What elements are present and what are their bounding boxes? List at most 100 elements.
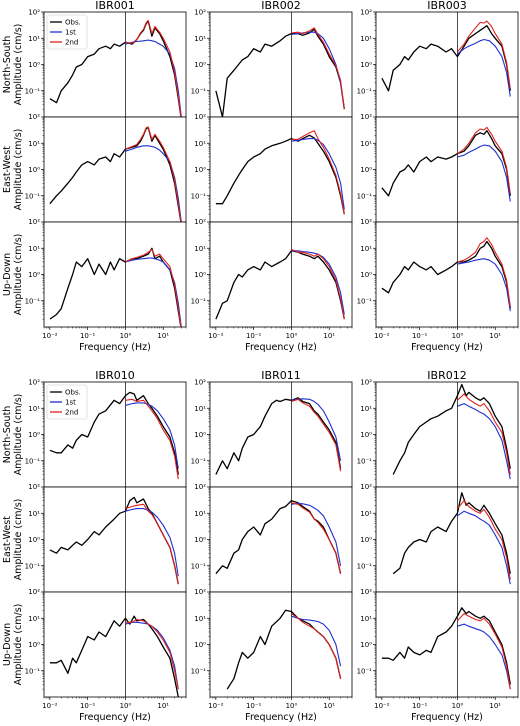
station-title-ibr012: IBR012 [427, 369, 466, 382]
panel-ibr001-east-west: 10⁻¹ 10⁰ 10¹ 10² [25, 113, 187, 225]
y-axis-label-north-south: North-SouthAmplitude (cm/s) [2, 24, 24, 106]
y-tick-label: 10⁻¹ [25, 667, 41, 675]
series-line-obs [215, 134, 345, 215]
series-line-1st [457, 144, 511, 202]
y-axis-label-line: Amplitude (cm/s) [13, 604, 24, 686]
y-tick-label: 10⁰ [28, 271, 40, 279]
x-tick-label: 10⁰ [452, 702, 464, 710]
y-tick-label: 10¹ [360, 35, 372, 43]
panel-ibr003-east-west: 10⁻¹ 10⁰ 10¹ 10² [357, 113, 519, 225]
y-tick-label: 10⁻¹ [25, 562, 41, 570]
legend-label: Obs. [65, 19, 81, 27]
y-tick-label: 10⁰ [28, 166, 40, 174]
panel-frame [209, 591, 353, 698]
series-line-1st [291, 502, 342, 566]
y-tick-label: 10⁰ [360, 641, 372, 649]
y-axis-label-line: North-South [2, 406, 13, 464]
legend-box [46, 384, 88, 420]
panel-lines [215, 397, 342, 475]
y-tick-label: 10² [360, 483, 372, 491]
y-tick-label: 10² [194, 483, 206, 491]
panel-lines [49, 391, 179, 480]
y-tick-label: 10⁰ [360, 271, 372, 279]
series-line-2nd [125, 126, 182, 222]
series-line-2nd [457, 237, 511, 307]
panel-ibr002-up-down: 10⁻¹ 10⁰ 10¹ 10² 10⁻² 10⁻¹ 10⁰ 10¹ [191, 218, 353, 340]
panel-frame [209, 11, 353, 118]
y-tick-label: 10² [194, 379, 206, 387]
x-tick-label: 10⁰ [286, 332, 298, 340]
panel-frame [375, 381, 519, 488]
series-line-2nd [291, 248, 345, 320]
series-line-obs [392, 383, 511, 475]
y-tick-label: 10¹ [360, 245, 372, 253]
y-axis-label-line: North-South [2, 36, 13, 94]
panel-lines [215, 248, 345, 320]
y-axis-label-up-down: Up-DownAmplitude (cm/s) [2, 604, 24, 686]
x-tick-label: 10¹ [323, 702, 335, 710]
y-tick-label: 10¹ [360, 140, 372, 148]
y-axis-label-line: Amplitude (cm/s) [13, 24, 24, 106]
series-line-2nd [291, 502, 342, 574]
series-line-1st [291, 138, 345, 210]
y-tick-label: 10² [28, 218, 40, 226]
x-tick-label: 10⁻¹ [246, 702, 262, 710]
panel-frame [209, 221, 353, 328]
y-tick-label: 10¹ [194, 615, 206, 623]
panel-ibr010-up-down: 10⁻¹ 10⁰ 10¹ 10² 10⁻² 10⁻¹ 10⁰ 10¹ [25, 588, 187, 710]
y-axis-label-up-down: Up-DownAmplitude (cm/s) [2, 234, 24, 316]
y-tick-label: 10⁻¹ [25, 87, 41, 95]
panel-frame [209, 486, 353, 593]
station-title-ibr003: IBR003 [427, 0, 466, 12]
y-tick-label: 10⁻¹ [191, 457, 207, 465]
panel-frame [375, 486, 519, 593]
panel-ibr011-north-south: 10⁻¹ 10⁰ 10¹ 10² [191, 379, 353, 490]
series-line-obs [381, 240, 511, 309]
series-line-1st [125, 257, 182, 327]
panel-lines [49, 615, 179, 697]
y-tick-label: 10² [194, 113, 206, 121]
series-line-2nd [457, 126, 511, 194]
y-axis-label-line: Amplitude (cm/s) [13, 394, 24, 476]
y-tick-label: 10⁻¹ [357, 457, 373, 465]
y-tick-label: 10² [194, 9, 206, 17]
x-tick-label: 10⁰ [286, 702, 298, 710]
panel-lines [215, 500, 342, 575]
y-axis-label-line: East-West [2, 146, 13, 193]
panel-lines [215, 130, 345, 215]
panel-lines [49, 247, 182, 327]
x-axis-label: Frequency (Hz) [411, 712, 483, 723]
panel-frame [43, 486, 187, 593]
y-tick-label: 10¹ [194, 35, 206, 43]
panel-frame [375, 221, 519, 328]
station-title-ibr001: IBR001 [95, 0, 134, 12]
y-axis-label-east-west: East-WestAmplitude (cm/s) [2, 499, 24, 581]
legend-label: 2nd [65, 39, 78, 47]
legend-label: 1st [65, 399, 76, 407]
x-tick-label: 10⁻¹ [80, 702, 96, 710]
x-tick-label: 10⁻² [208, 332, 224, 340]
y-tick-label: 10² [28, 9, 40, 17]
panel-ibr012-north-south: 10⁻¹ 10⁰ 10¹ 10² [357, 379, 519, 490]
panel-lines [381, 237, 511, 312]
y-axis-label-east-west: East-WestAmplitude (cm/s) [2, 129, 24, 211]
series-line-2nd [291, 613, 342, 679]
x-tick-label: 10¹ [323, 332, 335, 340]
legend: Obs. 1st 2nd [46, 14, 88, 50]
y-tick-label: 10⁻¹ [25, 192, 41, 200]
y-tick-label: 10⁻¹ [357, 192, 373, 200]
series-line-1st [457, 403, 511, 480]
x-axis-label: Frequency (Hz) [245, 712, 317, 723]
x-axis-label: Frequency (Hz) [79, 712, 151, 723]
series-line-1st [125, 508, 179, 577]
series-line-obs [215, 500, 342, 575]
y-tick-label: 10⁰ [28, 536, 40, 544]
y-tick-label: 10¹ [28, 510, 40, 518]
y-tick-label: 10⁻¹ [191, 87, 207, 95]
panel-ibr002-north-south: 10⁻¹ 10⁰ 10¹ 10² [191, 9, 353, 120]
panel-lines [215, 27, 345, 117]
y-axis-label-north-south: North-SouthAmplitude (cm/s) [2, 394, 24, 476]
series-line-1st [457, 510, 511, 585]
x-axis-label: Frequency (Hz) [411, 342, 483, 353]
